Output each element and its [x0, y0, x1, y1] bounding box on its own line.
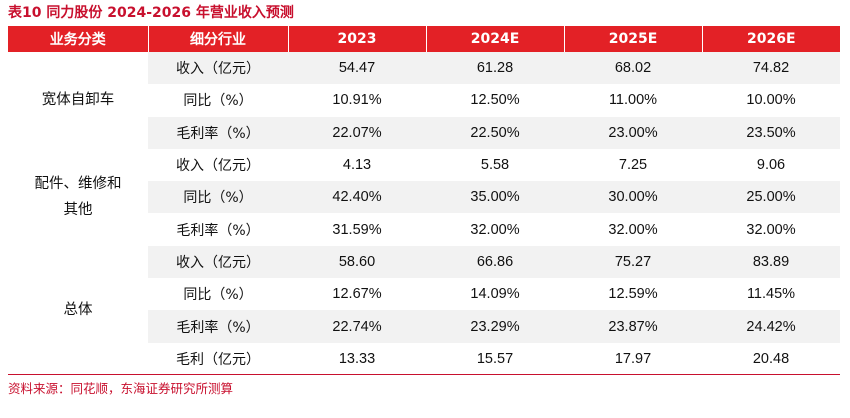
source-note: 资料来源：同花顺，东海证券研究所测算 — [8, 381, 234, 396]
category-label: 其他 — [63, 202, 93, 219]
value-cell: 68.02 — [564, 52, 702, 85]
metric-label: 毛利率（%） — [148, 310, 288, 343]
metric-label: 毛利率（%） — [176, 222, 260, 239]
table-header-row: 业务分类 细分行业 2023 2024E 2025E 2026E — [8, 26, 840, 52]
category-cell: 宽体自卸车 — [8, 52, 148, 149]
value-cell: 75.27 — [564, 245, 702, 279]
table-row: 毛利率（%） 22.74% 23.29% 23.87% 24.42% — [8, 310, 840, 343]
value-cell: 4.13 — [342, 157, 372, 174]
value-cell: 23.29% — [426, 310, 564, 343]
table-title: 表10 同力股份 2024-2026 年营业收入预测 — [8, 5, 294, 21]
value-cell: 22.74% — [288, 310, 426, 343]
value-cell: 12.50% — [470, 92, 520, 109]
value-cell: 15.57 — [476, 350, 514, 367]
value-cell: 13.33 — [338, 350, 376, 367]
value-cell: 42.40% — [288, 181, 426, 214]
value-cell: 20.48 — [752, 350, 790, 367]
metric-label: 同比（%） — [183, 287, 253, 304]
table-row: 配件、维修和 其他 收入（亿元） 4.13 5.58 7.25 9.06 — [8, 148, 840, 246]
metric-label: 收入（亿元） — [148, 52, 288, 85]
table-row: 毛利率（%） 22.07% 22.50% 23.00% 23.50% — [8, 116, 840, 149]
header-2023: 2023 — [287, 26, 426, 52]
value-cell: 14.09% — [470, 286, 520, 303]
value-cell: 35.00% — [426, 181, 564, 214]
table-row: 宽体自卸车 收入（亿元） 54.47 61.28 68.02 74.82 — [8, 52, 840, 149]
header-2025e: 2025E — [563, 26, 702, 52]
metric-label: 收入（亿元） — [176, 158, 260, 175]
value-cell: 74.82 — [702, 52, 840, 85]
category-cell: 总体 — [8, 245, 148, 375]
metric-label: 同比（%） — [183, 93, 253, 110]
value-cell: 66.86 — [426, 245, 564, 279]
table-row: 总体 收入（亿元） 58.60 66.86 75.27 83.89 — [8, 245, 840, 375]
value-cell: 10.00% — [746, 92, 796, 109]
value-cell: 54.47 — [288, 52, 426, 85]
category-cell: 配件、维修和 其他 — [8, 148, 148, 246]
value-cell: 7.25 — [618, 157, 648, 174]
value-cell: 9.06 — [756, 157, 786, 174]
value-cell: 58.60 — [288, 245, 426, 279]
value-cell: 61.28 — [426, 52, 564, 85]
table-row: 同比（%） 42.40% 35.00% 30.00% 25.00% — [8, 181, 840, 214]
value-cell: 11.45% — [746, 286, 796, 303]
metric-label: 毛利率（%） — [148, 116, 288, 149]
header-2026e: 2026E — [701, 26, 840, 52]
category-label: 宽体自卸车 — [41, 92, 115, 109]
value-cell: 30.00% — [564, 181, 702, 214]
metric-label: 毛利（亿元） — [176, 351, 260, 368]
value-cell: 23.00% — [564, 116, 702, 149]
value-cell: 31.59% — [332, 221, 382, 238]
value-cell: 5.58 — [480, 157, 510, 174]
value-cell: 32.00% — [470, 221, 520, 238]
value-cell: 24.42% — [702, 310, 840, 343]
value-cell: 11.00% — [608, 92, 658, 109]
value-cell: 22.50% — [426, 116, 564, 149]
table-row: 同比（%） 12.67% 14.09% 12.59% 11.45% — [8, 278, 840, 310]
table-row: 毛利率（%） 31.59% 32.00% 32.00% 32.00% — [8, 213, 840, 245]
value-cell: 32.00% — [746, 221, 796, 238]
value-cell: 10.91% — [332, 92, 382, 109]
value-cell: 12.67% — [332, 286, 382, 303]
category-label: 配件、维修和 — [34, 176, 122, 193]
table-row: 毛利（亿元） 13.33 15.57 17.97 20.48 — [8, 343, 840, 375]
value-cell: 12.59% — [608, 286, 658, 303]
header-segment: 细分行业 — [147, 26, 288, 52]
bottom-rule — [8, 374, 840, 375]
value-cell: 83.89 — [702, 245, 840, 279]
metric-label: 收入（亿元） — [148, 245, 288, 279]
value-cell: 32.00% — [608, 221, 658, 238]
table-body: 宽体自卸车 收入（亿元） 54.47 61.28 68.02 74.82 同比（%） 10.9… — [8, 52, 840, 375]
forecast-table: 业务分类 细分行业 2023 2024E 2025E 2026E 宽体自卸车收入… — [8, 26, 840, 375]
header-2024e: 2024E — [425, 26, 564, 52]
value-cell: 23.87% — [564, 310, 702, 343]
value-cell: 22.07% — [288, 116, 426, 149]
value-cell: 23.50% — [702, 116, 840, 149]
table-row: 同比（%） 10.91% 12.50% 11.00% 10.00% — [8, 84, 840, 116]
header-category: 业务分类 — [8, 26, 148, 52]
category-label: 总体 — [63, 302, 93, 319]
metric-label: 同比（%） — [148, 181, 288, 214]
value-cell: 25.00% — [702, 181, 840, 214]
value-cell: 17.97 — [614, 350, 652, 367]
